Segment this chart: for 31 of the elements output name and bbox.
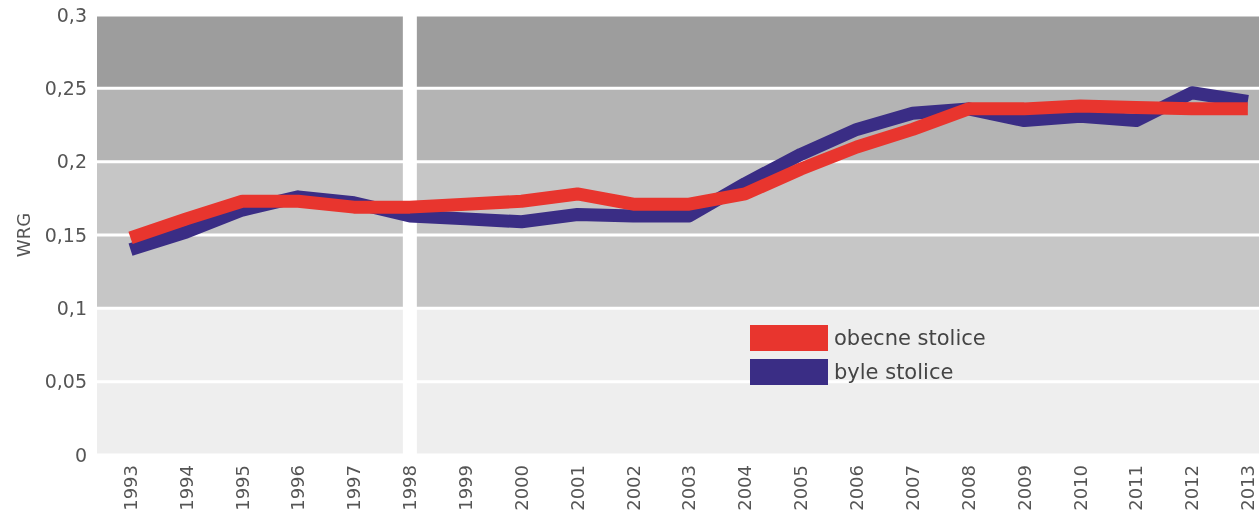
x-tick-label: 2007 — [901, 465, 923, 511]
x-tick-label: 2003 — [678, 465, 700, 511]
x-tick-label: 1996 — [287, 465, 309, 511]
x-tick-label: 1998 — [399, 465, 421, 511]
x-tick-label: 2013 — [1237, 465, 1259, 511]
x-tick-label: 1997 — [343, 465, 365, 511]
y-tick-label: 0 — [74, 443, 87, 466]
legend-label: obecne stolice — [834, 326, 986, 351]
y-axis-title: WRG — [13, 212, 34, 258]
x-tick-label: 2002 — [622, 465, 644, 511]
x-tick-label: 2012 — [1181, 465, 1203, 511]
y-tick-label: 0,2 — [56, 150, 87, 173]
x-tick-label: 1999 — [455, 465, 477, 511]
x-tick-label: 2010 — [1069, 465, 1091, 511]
y-tick-label: 0,1 — [56, 296, 87, 319]
x-tick-label: 2006 — [846, 465, 868, 511]
x-tick-label: 2000 — [510, 465, 532, 511]
x-tick-label: 1994 — [175, 465, 197, 511]
x-tick-label: 1993 — [119, 465, 141, 511]
x-tick-label: 2004 — [734, 465, 756, 511]
x-tick-label: 2011 — [1125, 465, 1147, 511]
x-tick-label: 1995 — [231, 465, 253, 511]
y-tick-label: 0,05 — [44, 370, 87, 393]
legend-label: byle stolice — [834, 360, 954, 385]
y-tick-label: 0,15 — [44, 223, 87, 246]
y-tick-label: 0,3 — [56, 3, 87, 26]
x-tick-label: 2001 — [566, 465, 588, 511]
x-tick-label: 2005 — [790, 465, 812, 511]
x-tick-label: 2008 — [957, 465, 979, 511]
y-tick-label: 0,25 — [44, 76, 87, 99]
x-tick-label: 2009 — [1013, 465, 1035, 511]
